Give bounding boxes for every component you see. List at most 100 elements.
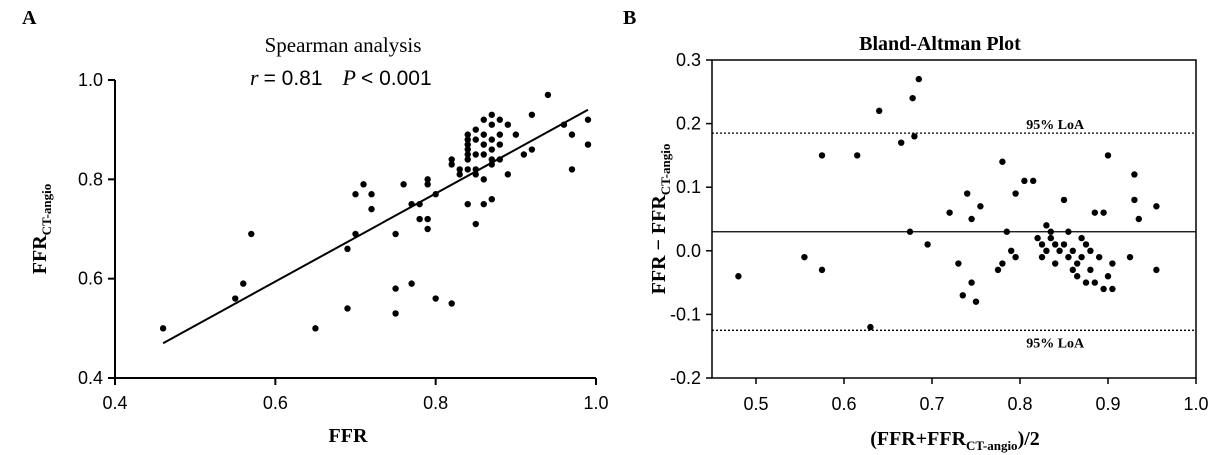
data-point: [472, 136, 479, 143]
panel-b-y-label-pre: FFR − FFR: [648, 195, 670, 295]
data-point: [999, 158, 1006, 165]
data-point: [392, 310, 399, 317]
data-point: [472, 166, 479, 173]
data-point: [416, 200, 423, 208]
data-point: [464, 141, 471, 148]
data-point: [496, 156, 503, 163]
data-point: [504, 171, 512, 178]
data-point: [1109, 285, 1116, 293]
panel-a-ticks: 0.4 0.6 0.8 1.0 0.4 0.6 0.8 1.0: [78, 70, 609, 413]
data-point: [496, 116, 503, 123]
data-point: [352, 230, 359, 238]
data-point: [994, 266, 1002, 274]
data-point: [968, 215, 975, 223]
data-point: [464, 136, 471, 143]
data-point: [424, 225, 431, 233]
data-point: [464, 166, 471, 173]
data-point: [1100, 285, 1107, 293]
data-point: [1034, 234, 1041, 242]
data-point: [1082, 279, 1090, 286]
data-point: [1043, 247, 1050, 254]
data-point: [480, 141, 487, 148]
x-tick-label: 0.6: [263, 393, 288, 413]
data-point: [1096, 253, 1103, 261]
panel-b-x-label-post: )/2: [1018, 428, 1040, 450]
data-point: [240, 280, 247, 287]
x-tick-label: 0.8: [423, 393, 448, 413]
data-point: [968, 279, 975, 286]
y-tick-label: 0.8: [78, 169, 103, 189]
panel-a-y-label-sub: CT-angio: [39, 184, 54, 236]
x-tick-label: 0.7: [919, 394, 944, 414]
x-tick-label: 1.0: [583, 393, 608, 413]
data-point: [480, 176, 487, 183]
regression-line: [162, 108, 589, 345]
loa-upper-label: 95% LoA: [1026, 118, 1085, 133]
data-point: [1078, 253, 1085, 261]
data-point: [1047, 228, 1055, 235]
data-point: [1091, 209, 1099, 216]
data-point: [1038, 241, 1046, 248]
data-point: [1131, 196, 1138, 204]
data-point: [464, 156, 471, 163]
data-point: [520, 151, 528, 158]
data-point: [232, 295, 239, 302]
data-point: [528, 111, 536, 118]
loa-lower-label: 95% LoA: [1026, 336, 1085, 351]
data-point: [1078, 234, 1085, 242]
data-point: [472, 151, 479, 158]
data-point: [1003, 228, 1010, 235]
data-point: [488, 156, 495, 163]
data-point: [818, 266, 826, 274]
data-point: [408, 200, 415, 208]
data-point: [568, 131, 576, 138]
data-point: [1153, 203, 1160, 210]
data-point: [911, 133, 918, 140]
data-point: [1030, 177, 1037, 185]
data-point: [946, 209, 953, 216]
data-point: [1091, 279, 1099, 286]
data-point: [448, 161, 455, 168]
x-tick-label: 0.6: [831, 394, 856, 414]
data-point: [1126, 253, 1134, 261]
data-point: [488, 196, 495, 203]
data-point: [1087, 266, 1094, 274]
data-point: [480, 200, 487, 208]
data-point: [1069, 266, 1077, 274]
data-point: [1074, 273, 1081, 280]
x-tick-label: 0.9: [1095, 394, 1120, 414]
data-point: [544, 91, 552, 99]
data-point: [977, 203, 984, 210]
data-point: [909, 94, 916, 102]
data-point: [1069, 247, 1077, 254]
data-point: [472, 171, 479, 178]
data-point: [964, 190, 971, 197]
x-tick-label: 0.5: [743, 394, 768, 414]
data-point: [496, 131, 503, 138]
data-point: [1104, 273, 1112, 280]
x-tick-label: 1.0: [1183, 394, 1208, 414]
stat-r-symbol: r: [250, 65, 259, 90]
data-point: [504, 121, 512, 128]
stat-r-value: = 0.81: [264, 67, 323, 90]
panel-a-x-label: FFR: [329, 425, 368, 447]
data-point: [488, 121, 495, 128]
data-point: [344, 245, 351, 253]
data-point: [488, 111, 495, 118]
data-point: [448, 156, 455, 163]
data-point: [368, 205, 375, 213]
data-point: [1082, 241, 1090, 248]
panel-b-y-label-sub: CT-angio: [658, 144, 673, 196]
panel-a-label: A: [22, 7, 37, 29]
data-point: [1153, 266, 1160, 274]
panel-b-frame: [711, 59, 1197, 379]
data-point: [456, 166, 463, 173]
data-point: [959, 292, 966, 299]
data-point: [1065, 253, 1072, 261]
panel-b-label: B: [623, 7, 636, 29]
panel-b-x-label-sub: CT-angio: [966, 438, 1018, 453]
data-point: [432, 295, 439, 302]
data-point: [1012, 190, 1019, 197]
x-tick-label: 0.8: [1007, 394, 1032, 414]
